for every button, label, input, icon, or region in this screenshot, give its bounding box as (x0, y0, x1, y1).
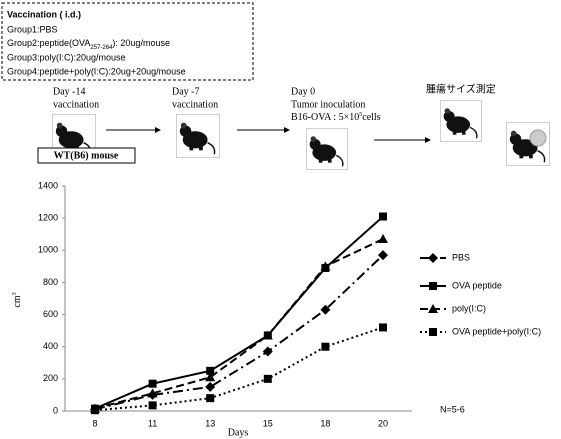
marker (321, 343, 329, 351)
tumor (530, 130, 546, 146)
group-text: Group3:poly(I:C):20ug/mouse (7, 52, 126, 62)
marker (149, 380, 157, 388)
step-cells: B16-OVA : 5×105cells (291, 112, 381, 123)
marker (379, 323, 387, 331)
mouse-icon (306, 128, 347, 169)
text-part: ): 20ug/mouse (112, 38, 170, 48)
marker (378, 250, 388, 260)
superscript: 3 (12, 292, 18, 295)
step-text: vaccination (53, 99, 99, 110)
legend-label: poly(I:C) (452, 303, 486, 313)
text-part: Group2:peptide(OVA (7, 38, 90, 48)
mouse-icon (176, 114, 219, 157)
marker (264, 375, 272, 383)
subscript: 257-264 (90, 45, 113, 51)
legend-marker (428, 253, 438, 263)
arrow-head (155, 127, 161, 133)
step-text: 腫瘍サイズ測定 (426, 82, 496, 95)
x-tick-label: 8 (92, 418, 97, 428)
y-axis-label: cm3 (12, 292, 23, 307)
text-part: cells (362, 112, 380, 123)
figure: Vaccination ( i.d.) Group1:PBS Group2:pe… (0, 0, 561, 439)
marker (379, 213, 387, 221)
marker (206, 394, 214, 402)
arrow-head (284, 127, 290, 133)
text-part: B16-OVA : 5×10 (291, 112, 359, 123)
y-tick-label: 1400 (38, 180, 58, 190)
y-tick-label: 1200 (38, 213, 58, 223)
page: Vaccination ( i.d.) Group1:PBS Group2:pe… (0, 0, 561, 439)
legend-label: OVA peptide (452, 280, 502, 290)
series-line (95, 217, 383, 409)
mouse-label: WT(B6) mouse (54, 150, 119, 161)
x-tick-label: 13 (205, 418, 215, 428)
x-axis-label: Days (228, 427, 249, 438)
legend-label: PBS (452, 252, 470, 262)
marker (378, 234, 388, 243)
arrow-head (425, 137, 431, 143)
x-tick-label: 20 (378, 418, 388, 428)
y-tick-label: 200 (43, 373, 58, 383)
x-tick-label: 15 (263, 418, 273, 428)
y-tick-label: 800 (43, 277, 58, 287)
group-text: Group1:PBS (7, 24, 58, 34)
y-tick-label: 1000 (38, 245, 58, 255)
y-tick-label: 0 (53, 405, 58, 415)
legend-marker (429, 282, 437, 290)
series-line (95, 255, 383, 409)
step-text: Tumor inoculation (291, 99, 365, 110)
marker (205, 382, 215, 392)
x-tick-label: 18 (320, 418, 330, 428)
x-tick-label: 11 (148, 418, 157, 428)
y-tick-label: 600 (43, 309, 58, 319)
group-text: Group2:peptide(OVA257-264): 20ug/mouse (7, 38, 170, 50)
mouse-icon (440, 100, 481, 141)
y-tick-label: 400 (43, 341, 58, 351)
step-day: Day 0 (291, 86, 315, 97)
group-text: Group4:peptide+poly(I:C):20ug+20ug/mouse (7, 66, 186, 76)
marker (91, 406, 99, 414)
marker (149, 401, 157, 409)
box-title: Vaccination ( i.d.) (7, 9, 81, 19)
legend-label: OVA peptide+poly(I:C) (452, 326, 541, 336)
text-part: cm (12, 295, 23, 307)
marker (263, 347, 273, 357)
series-line (95, 239, 383, 409)
step-day: Day -7 (172, 86, 200, 97)
step-day: Day -14 (53, 86, 86, 97)
step-text: vaccination (172, 99, 218, 110)
annotation: N=5-6 (440, 404, 465, 414)
legend-marker (429, 328, 437, 336)
